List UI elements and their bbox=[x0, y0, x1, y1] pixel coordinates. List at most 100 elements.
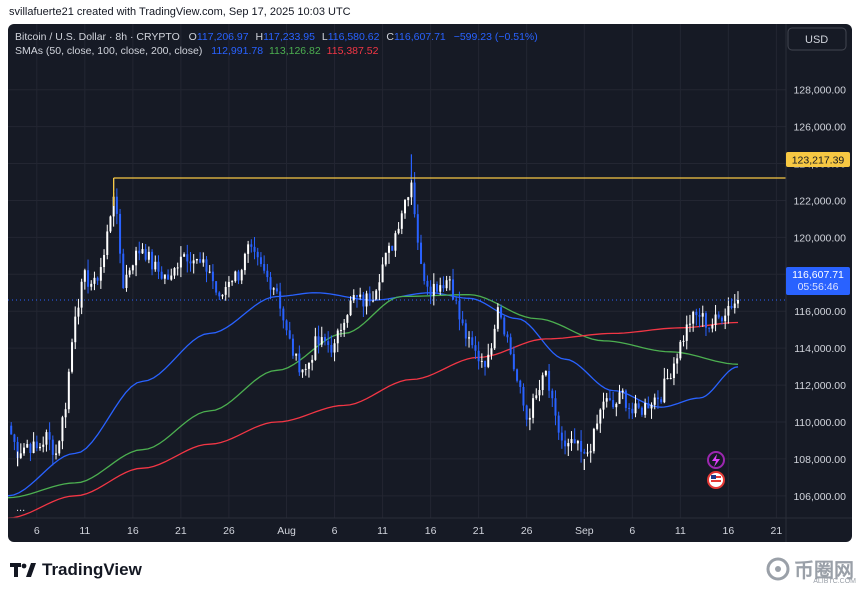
last-price-text: 116,607.71 bbox=[792, 269, 844, 281]
candle-body bbox=[663, 378, 666, 403]
sma-line bbox=[8, 293, 739, 499]
candle-body bbox=[695, 311, 698, 316]
candle-body bbox=[218, 292, 221, 297]
price-tick-label: 126,000.00 bbox=[793, 122, 846, 134]
candle-body bbox=[640, 407, 643, 415]
candle-body bbox=[589, 451, 592, 453]
candle-body bbox=[42, 444, 45, 447]
candle-body bbox=[135, 250, 138, 266]
candle-body bbox=[112, 196, 115, 217]
candle-body bbox=[551, 390, 554, 399]
candle-body bbox=[269, 277, 272, 290]
candle-body bbox=[445, 280, 448, 289]
candle-body bbox=[698, 315, 701, 317]
candle-body bbox=[307, 362, 310, 369]
candle-body bbox=[144, 249, 147, 260]
sma-line bbox=[8, 292, 739, 497]
candle-body bbox=[371, 300, 374, 302]
candle-body bbox=[96, 277, 99, 281]
candle-body bbox=[602, 401, 605, 410]
tradingview-logo-text: TradingView bbox=[42, 560, 142, 579]
candle-body bbox=[420, 242, 423, 264]
candle-body bbox=[330, 344, 333, 353]
candle-body bbox=[87, 270, 90, 287]
candle-body bbox=[23, 447, 26, 454]
candle-body bbox=[708, 327, 711, 329]
candle-body bbox=[304, 368, 307, 370]
tradingview-logo[interactable]: TradingView bbox=[10, 560, 142, 580]
candle-body bbox=[291, 338, 294, 356]
candle-body bbox=[660, 399, 663, 403]
candle-body bbox=[387, 245, 390, 253]
watermark-text: 币圈网 bbox=[794, 560, 854, 582]
sma200-value: 115,387.52 bbox=[327, 45, 379, 57]
candle-body bbox=[240, 270, 243, 281]
candle-body bbox=[634, 403, 637, 414]
candle-body bbox=[516, 369, 519, 381]
price-chart[interactable]: 106,000.00 108,000.00 110,000.00 112,000.00… bbox=[8, 24, 852, 542]
candle-body bbox=[682, 340, 685, 342]
candle-body bbox=[74, 316, 77, 343]
time-axis[interactable]: 6 11 16 21 26 Aug 6 11 16 21 26 Sep 6 11 16 21 bbox=[34, 525, 782, 537]
candle-body bbox=[448, 279, 451, 281]
candle-body bbox=[215, 281, 218, 293]
candle-body bbox=[259, 257, 262, 265]
candle-body bbox=[227, 281, 230, 288]
symbol-name: Bitcoin / U.S. Dollar · 8h · CRYPTO bbox=[15, 31, 180, 43]
candle-body bbox=[311, 359, 314, 363]
candle-body bbox=[432, 283, 435, 296]
candle-body bbox=[583, 451, 586, 454]
sma-line bbox=[8, 321, 739, 519]
candle-body bbox=[365, 293, 368, 307]
candle-body bbox=[151, 251, 154, 270]
candle-body bbox=[730, 305, 733, 308]
candle-body bbox=[727, 305, 730, 316]
candle-body bbox=[183, 254, 186, 257]
candle-body bbox=[557, 415, 560, 433]
price-tick-label: 114,000.00 bbox=[794, 343, 846, 355]
chart-panel[interactable]: 106,000.00 108,000.00 110,000.00 112,000.00… bbox=[8, 24, 852, 542]
candle-body bbox=[179, 256, 182, 268]
us-flag-event-icon[interactable] bbox=[707, 471, 725, 489]
high-value: 117,233.95 bbox=[263, 31, 315, 43]
candle-body bbox=[384, 252, 387, 265]
resistance-price-label: 123,217.39 bbox=[786, 152, 850, 167]
candle-body bbox=[266, 270, 269, 278]
candle-body bbox=[612, 400, 615, 408]
site-watermark: 币圈网 bbox=[766, 554, 854, 583]
candle-body bbox=[275, 288, 278, 292]
candle-body bbox=[490, 348, 493, 355]
sma100-value: 113,126.82 bbox=[269, 45, 321, 57]
candle-body bbox=[586, 452, 589, 454]
candle-body bbox=[13, 434, 16, 442]
high-label: H bbox=[256, 31, 264, 43]
candle-body bbox=[672, 363, 675, 379]
candle-body bbox=[528, 417, 531, 420]
candle-body bbox=[167, 274, 170, 280]
candle-body bbox=[426, 280, 429, 287]
price-tick-label: 112,000.00 bbox=[794, 380, 846, 392]
candle-body bbox=[564, 440, 567, 447]
candle-body bbox=[618, 392, 621, 404]
candle-body bbox=[141, 249, 144, 254]
candle-body bbox=[64, 409, 67, 418]
candle-body bbox=[109, 216, 112, 232]
lightning-event-icon[interactable] bbox=[707, 451, 725, 469]
last-price-label: 116,607.71 05:56:46 bbox=[786, 267, 850, 295]
candle-body bbox=[83, 270, 86, 282]
price-tick-label: 110,000.00 bbox=[794, 417, 846, 429]
candle-body bbox=[685, 324, 688, 341]
price-tick-label: 108,000.00 bbox=[793, 454, 846, 466]
candle-body bbox=[362, 294, 365, 307]
legend-row-2: SMAs (50, close, 100, close, 200, close)… bbox=[15, 45, 379, 57]
footer: TradingView 币圈网 ALIBTC.COM bbox=[0, 546, 860, 593]
candle-body bbox=[653, 397, 656, 405]
time-tick-label: 6 bbox=[332, 525, 338, 537]
candle-body bbox=[55, 453, 58, 455]
candle-body bbox=[704, 313, 707, 328]
candle-body bbox=[138, 250, 141, 254]
time-tick-label: 21 bbox=[473, 525, 485, 537]
collapse-indicators-button[interactable]: ... bbox=[16, 502, 25, 514]
time-tick-label: Aug bbox=[277, 525, 296, 537]
currency-button[interactable]: USD bbox=[787, 27, 847, 51]
